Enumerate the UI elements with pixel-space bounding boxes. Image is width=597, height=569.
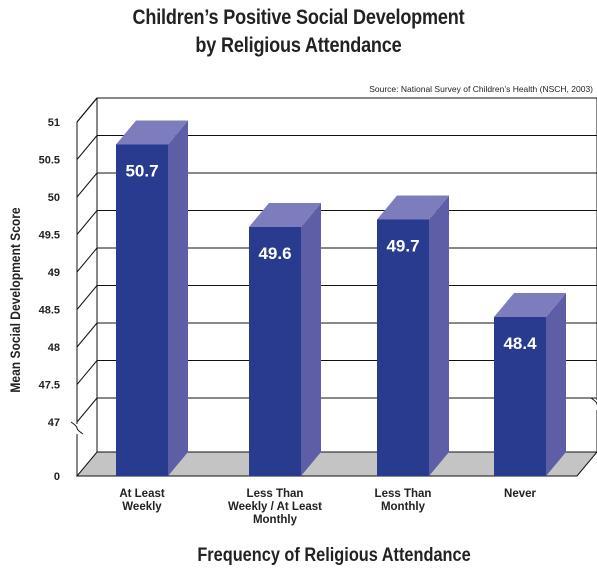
y-axis-title: Mean Social Development Score	[7, 207, 23, 392]
x-tick-label: Never	[504, 488, 536, 500]
bar-top	[249, 203, 321, 227]
bar	[116, 144, 168, 476]
chart-title-line-1: Children’s Positive Social Development	[132, 6, 465, 29]
gridline-side	[76, 247, 98, 273]
bar	[249, 227, 301, 476]
bar-top	[116, 120, 188, 145]
x-tick-label: At Least	[119, 488, 165, 500]
gridline-side	[76, 135, 98, 160]
x-tick-label: Monthly	[253, 514, 298, 526]
x-tick-label: Weekly / At Least	[228, 501, 322, 513]
bar-value-label: 49.7	[386, 237, 419, 256]
bar-top	[494, 293, 566, 317]
x-tick-label: Monthly	[381, 501, 426, 513]
gridline-side	[76, 360, 98, 385]
bar-value-label: 48.4	[503, 334, 537, 353]
y-tick-label: 48.5	[39, 305, 60, 317]
y-tick-label: 49	[48, 267, 60, 279]
y-tick-label: 47.5	[39, 380, 60, 392]
y-tick-label: 50.5	[39, 155, 60, 167]
chart-title: Children’s Positive Social Development b…	[42, 4, 555, 60]
y-tick-label: 49.5	[39, 230, 60, 242]
bar-side	[546, 293, 566, 476]
x-tick-label: Less Than	[247, 488, 304, 500]
bar-value-label: 49.6	[258, 244, 291, 263]
x-axis-title: Frequency of Religious Attendance	[197, 544, 470, 565]
axis-break-right-icon	[590, 397, 597, 406]
y-tick-label: 50	[48, 192, 60, 204]
y-axis-top	[76, 97, 98, 123]
x-tick-label: Weekly	[122, 501, 162, 513]
axis-break-left-icon	[70, 421, 84, 435]
y-tick-label: 48	[48, 342, 60, 354]
chart-title-line-2: by Religious Attendance	[195, 34, 402, 57]
bar-side	[429, 195, 449, 476]
bar-side	[301, 203, 321, 476]
y-tick-label: 47	[48, 417, 60, 429]
gridline-side	[76, 210, 98, 235]
bar	[494, 317, 546, 476]
bar-side	[168, 120, 188, 476]
axis-break-gap-right	[594, 400, 597, 410]
gridline-side	[76, 172, 98, 198]
gridline-side	[76, 322, 98, 348]
gridline-side	[76, 397, 98, 423]
y-tick-label: 51	[48, 117, 60, 129]
bar-top	[377, 195, 449, 220]
x-tick-label: Less Than	[375, 488, 432, 500]
bar	[377, 219, 429, 476]
gridline-side	[76, 285, 98, 310]
y-tick-label: 0	[54, 471, 60, 483]
chart-source: Source: National Survey of Children’s He…	[369, 84, 593, 94]
bar-value-label: 50.7	[125, 162, 158, 181]
